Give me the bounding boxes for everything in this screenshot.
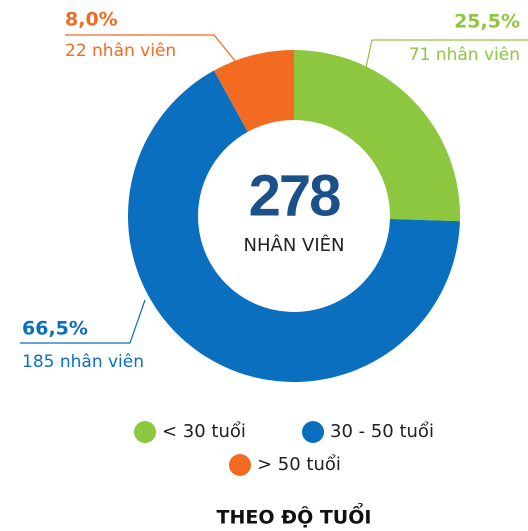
leader-line	[65, 34, 237, 63]
legend-swatch	[302, 421, 324, 443]
donut-segment	[127, 70, 460, 383]
count-label: 71 nhân viên	[409, 45, 520, 65]
legend-label: < 30 tuổi	[162, 421, 246, 442]
value-label: 8,0%	[65, 9, 118, 31]
value-label: 66,5%	[22, 318, 88, 340]
legend-label: > 50 tuổi	[257, 454, 341, 475]
leader-line	[20, 299, 146, 344]
legend-swatch	[134, 421, 156, 443]
center-value: 278	[249, 163, 341, 228]
leader-line	[364, 39, 528, 73]
count-label: 185 nhân viên	[22, 352, 144, 372]
legend-label: 30 - 50 tuổi	[330, 421, 434, 442]
count-label: 22 nhân viên	[65, 41, 176, 61]
value-label: 25,5%	[454, 11, 520, 33]
center-label: NHÂN VIÊN	[244, 234, 345, 256]
donut-segment	[214, 50, 294, 132]
chart-title: THEO ĐỘ TUỔI	[217, 502, 372, 529]
donut-segment	[294, 50, 461, 222]
legend-swatch	[229, 454, 251, 476]
